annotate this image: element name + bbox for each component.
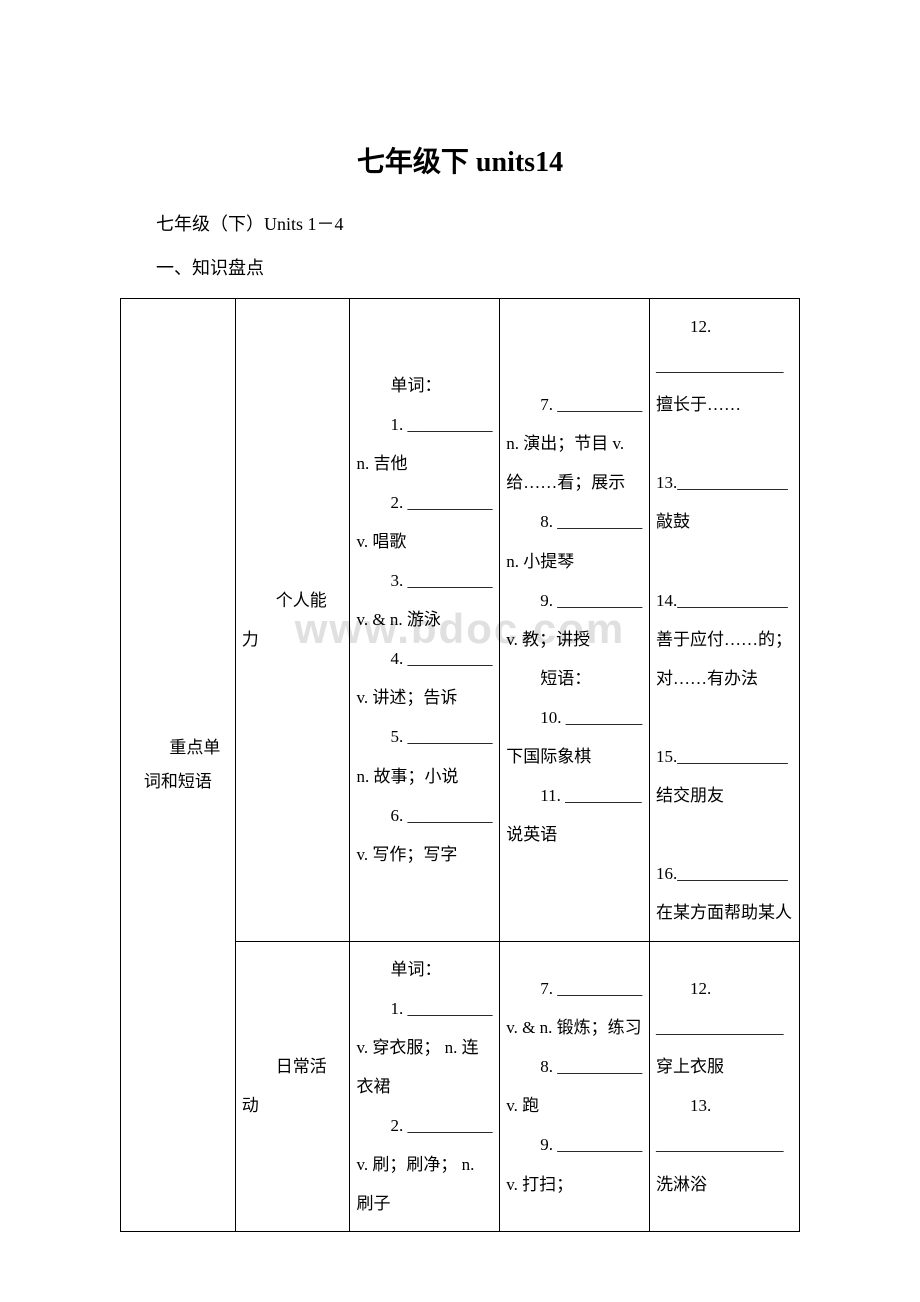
words-cell: 单词： 1. __________ n. 吉他 2. __________ v.… — [350, 299, 500, 942]
phrases-cell: 12. _______________ 擅长于…… 13.___________… — [649, 299, 799, 942]
subtitle: 七年级（下）Units 1－4 — [120, 210, 800, 236]
section-heading: 一、知识盘点 — [120, 254, 800, 280]
category-cell: 日常活动 — [235, 941, 350, 1232]
words-cell: 7. __________ n. 演出；节目 v. 给……看；展示 8. ___… — [500, 299, 650, 942]
table-col1-header: 重点单词和短语 — [121, 299, 236, 1232]
page-title: 七年级下 units14 — [120, 140, 800, 180]
phrases-cell: 12. _______________ 穿上衣服 13. ___________… — [649, 941, 799, 1232]
category-cell: 个人能力 — [235, 299, 350, 942]
words-cell: 7. __________ v. & n. 锻炼；练习 8. _________… — [500, 941, 650, 1232]
words-cell: 单词： 1. __________ v. 穿衣服； n. 连衣裙 2. ____… — [350, 941, 500, 1232]
vocabulary-table: 重点单词和短语 个人能力 单词： 1. __________ n. 吉他 2. … — [120, 298, 800, 1232]
